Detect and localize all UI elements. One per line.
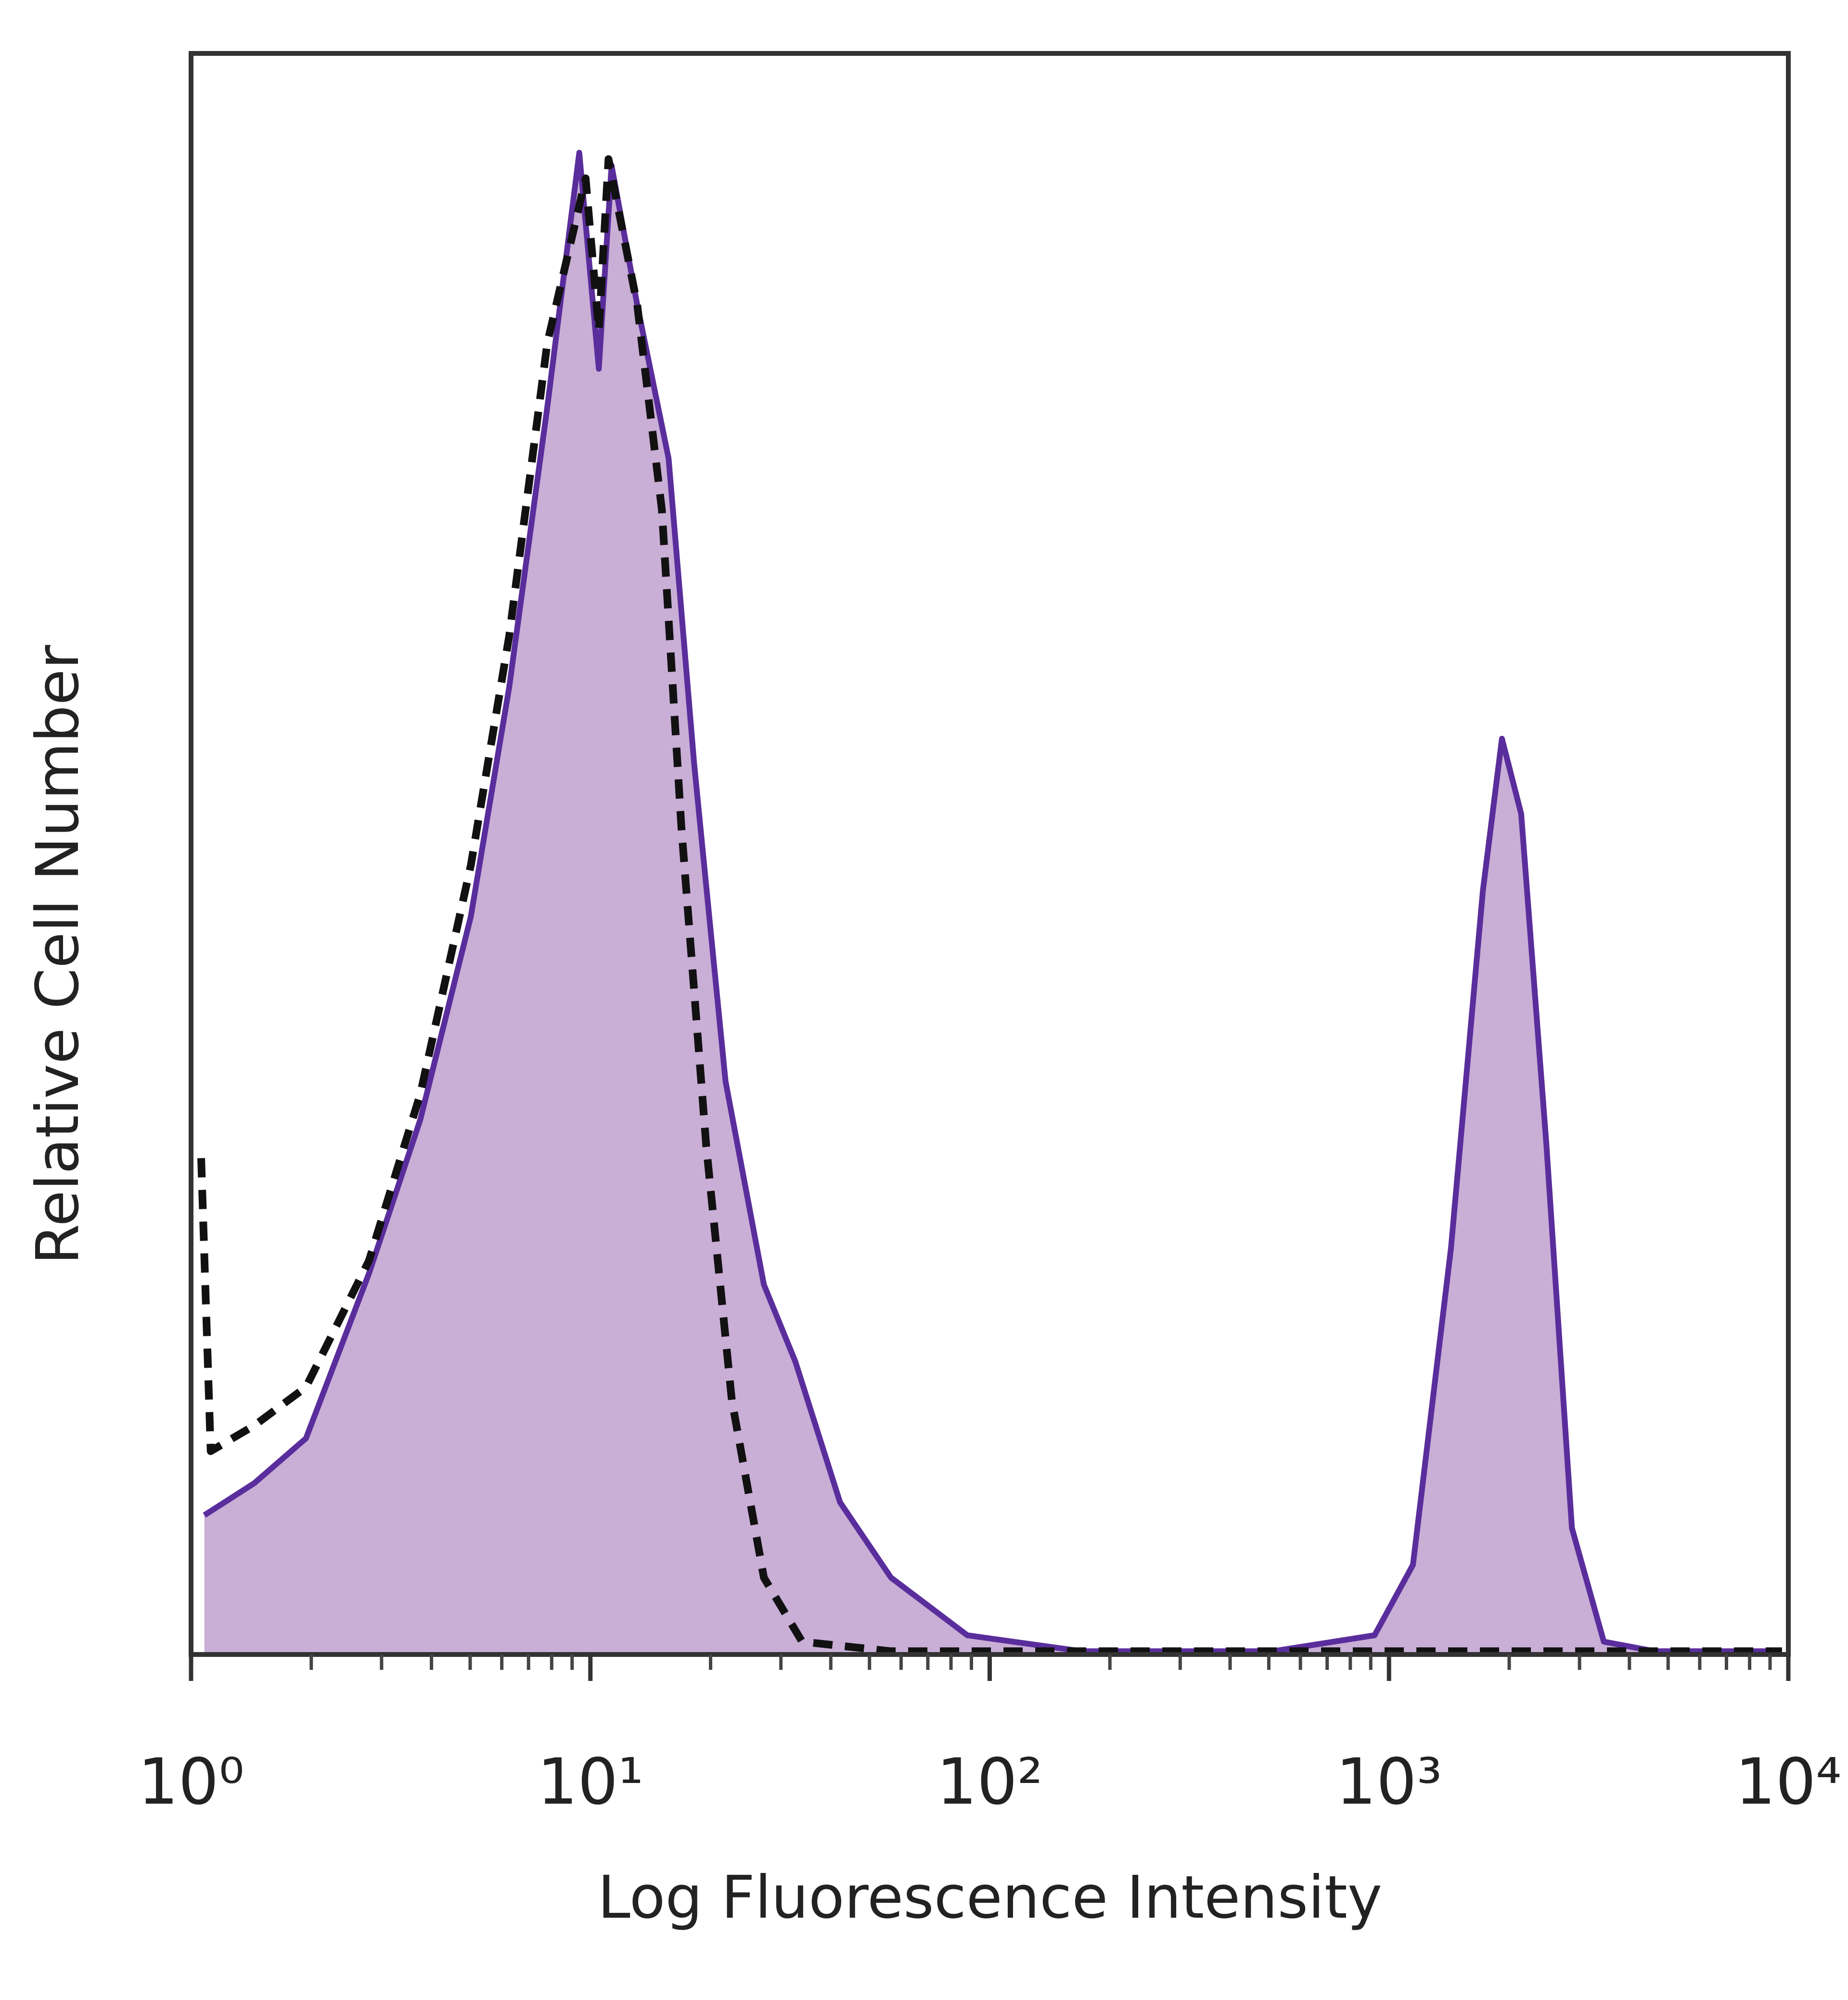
x-tick-label: 10⁴ [1735,1745,1842,1819]
x-tick-label: 10⁰ [138,1745,244,1819]
x-tick-label: 10¹ [537,1745,643,1819]
x-axis-title: Log Fluorescence Intensity [598,1863,1382,1932]
area [204,153,1782,1654]
x-tick-label: 10² [937,1745,1043,1819]
line [203,150,1782,1654]
y-axis-title: Relative Cell Number [24,644,92,1265]
x-tick-label: 10³ [1336,1745,1442,1819]
line [197,155,1782,1655]
